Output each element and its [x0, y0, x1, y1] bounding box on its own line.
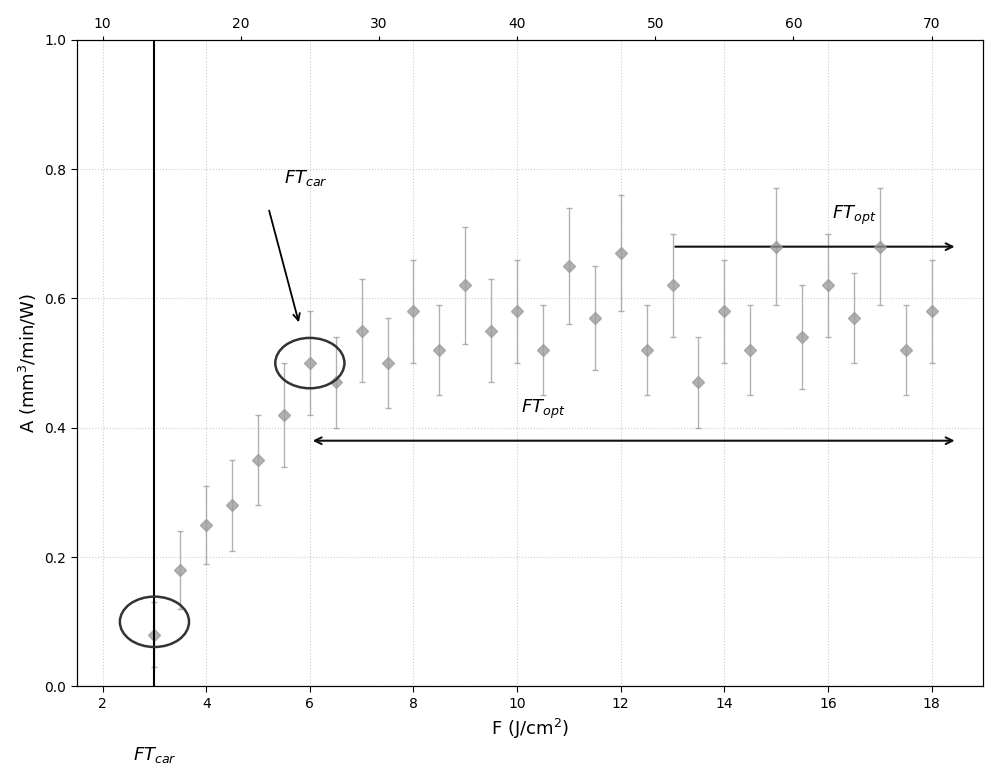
- Text: $FT_{opt}$: $FT_{opt}$: [521, 398, 565, 421]
- Text: $FT_{opt}$: $FT_{opt}$: [832, 204, 876, 227]
- Y-axis label: A (mm$^3$/min/W): A (mm$^3$/min/W): [17, 293, 39, 433]
- Text: $FT_{car}$: $FT_{car}$: [133, 744, 176, 765]
- Text: $FT_{car}$: $FT_{car}$: [284, 169, 328, 189]
- X-axis label: F (J/cm$^2$): F (J/cm$^2$): [491, 716, 569, 740]
